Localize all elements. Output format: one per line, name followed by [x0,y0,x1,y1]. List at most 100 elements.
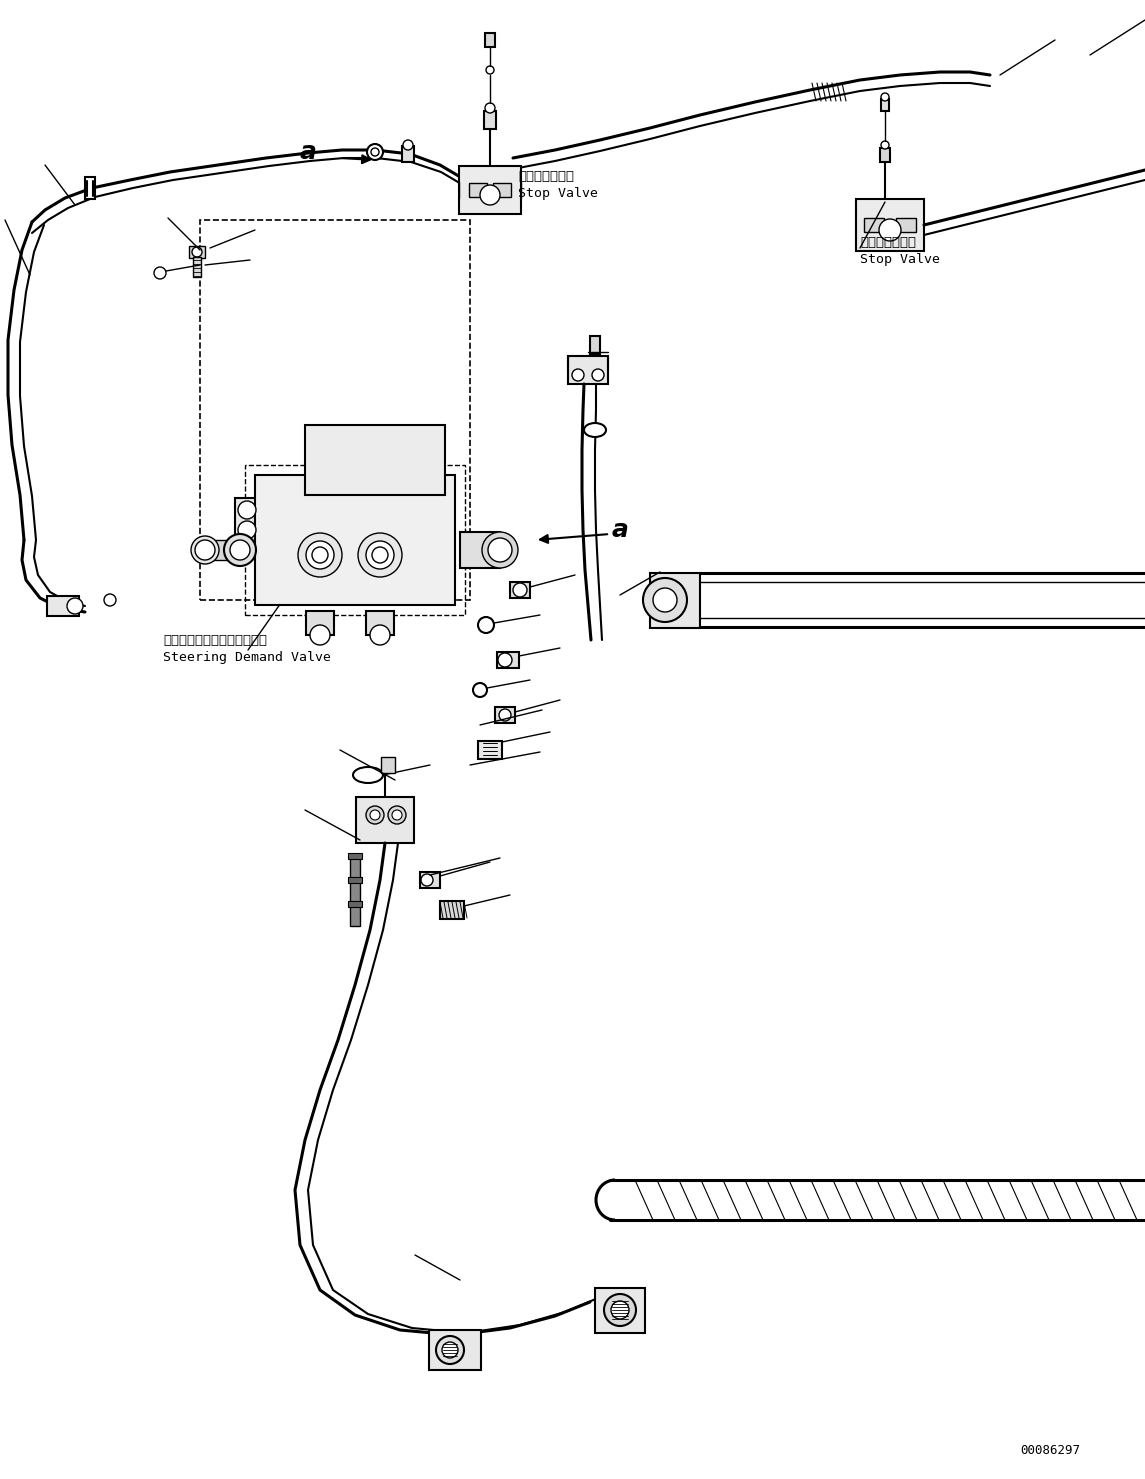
Circle shape [298,532,342,577]
Bar [856,200,924,251]
Circle shape [881,141,889,149]
Bar [235,498,259,541]
Circle shape [513,583,527,598]
Circle shape [310,626,330,645]
Text: a: a [611,518,629,541]
Bar [255,475,455,605]
Circle shape [306,541,334,569]
Circle shape [477,617,493,633]
Circle shape [360,509,376,525]
Bar [348,877,362,883]
Bar [497,652,519,669]
Circle shape [366,541,394,569]
Text: ステアリングデマンドバルブ: ステアリングデマンドバルブ [163,633,267,646]
Circle shape [366,806,384,824]
Circle shape [363,561,373,569]
Circle shape [653,589,677,612]
Bar [362,519,374,541]
Bar [460,532,500,568]
Circle shape [605,1294,635,1327]
Circle shape [360,487,376,503]
Ellipse shape [224,534,256,566]
Bar [897,217,916,232]
Ellipse shape [584,423,606,436]
Bar [881,148,890,163]
Bar [881,99,889,111]
Bar [568,356,608,385]
Bar [200,220,469,600]
Circle shape [372,547,388,563]
Circle shape [104,595,116,606]
Circle shape [365,515,371,521]
Circle shape [473,683,487,697]
Circle shape [153,268,166,280]
Bar [650,572,700,627]
Circle shape [365,493,371,498]
Circle shape [370,626,390,645]
Bar [510,583,530,598]
Circle shape [392,810,402,819]
Bar [356,797,414,843]
Bar [189,246,205,257]
Ellipse shape [191,535,219,563]
Circle shape [480,185,500,206]
Circle shape [357,555,379,575]
Ellipse shape [482,532,518,568]
Bar [595,1288,645,1333]
Text: Stop Valve: Stop Valve [518,188,598,201]
Circle shape [230,540,250,561]
Ellipse shape [353,768,382,782]
Bar [590,336,600,353]
Bar [362,448,374,472]
Circle shape [388,806,406,824]
Bar [420,873,440,887]
Bar [366,611,394,634]
Circle shape [311,547,327,563]
Circle shape [195,540,215,561]
Text: 00086297: 00086297 [1020,1444,1080,1457]
Bar [477,741,502,759]
Bar [459,166,521,214]
Bar [429,1330,481,1370]
Bar [381,757,395,774]
Bar [348,901,362,907]
Bar [360,561,376,569]
Circle shape [879,219,901,241]
Bar [360,444,377,453]
Bar [469,183,487,197]
Text: ストップバルブ: ストップバルブ [518,170,574,183]
Bar [348,853,362,859]
Circle shape [370,810,380,819]
Circle shape [881,93,889,101]
Circle shape [485,67,493,74]
Bar [484,111,496,129]
Circle shape [368,143,382,160]
Circle shape [488,538,512,562]
Text: ストップバルブ: ストップバルブ [860,237,916,250]
Bar [350,881,360,902]
Bar [493,183,511,197]
Circle shape [643,578,687,623]
Text: Steering Demand Valve: Steering Demand Valve [163,652,331,664]
Bar [350,907,360,926]
Circle shape [592,368,605,382]
Circle shape [238,521,256,538]
Circle shape [499,708,511,720]
Circle shape [192,247,202,257]
Text: Stop Valve: Stop Valve [860,253,940,266]
Circle shape [611,1302,629,1319]
Bar [485,33,495,47]
Bar [864,217,884,232]
Circle shape [498,654,512,667]
Circle shape [421,874,433,886]
Bar [194,257,202,277]
Circle shape [572,368,584,382]
Bar [305,424,445,495]
Circle shape [485,104,495,112]
Circle shape [68,598,82,614]
Bar [202,540,228,561]
Bar [306,611,334,634]
Circle shape [442,1341,458,1358]
Circle shape [403,141,413,149]
Circle shape [436,1336,464,1364]
